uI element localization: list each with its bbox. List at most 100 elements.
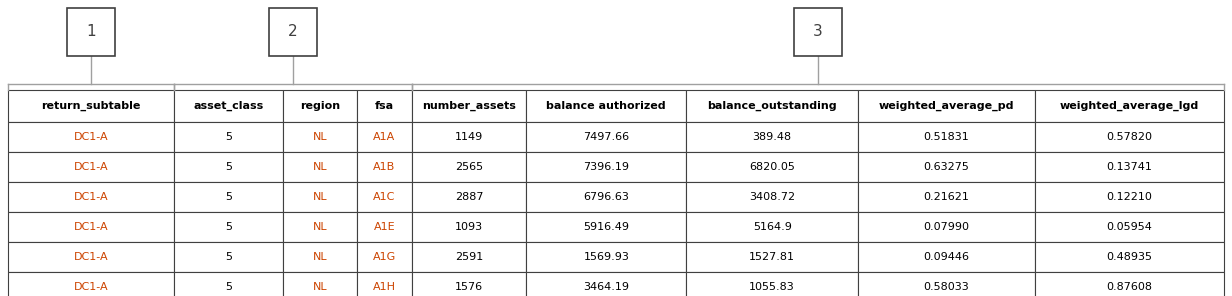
Text: 0.05954: 0.05954 <box>1106 222 1153 232</box>
Text: 2887: 2887 <box>455 192 483 202</box>
Bar <box>174 272 282 296</box>
Text: 5: 5 <box>224 252 232 262</box>
Bar <box>7 90 174 122</box>
Bar <box>357 242 411 272</box>
Bar <box>1035 90 1225 122</box>
Bar <box>282 152 357 182</box>
Bar <box>67 8 115 56</box>
Bar <box>411 242 526 272</box>
Text: 2591: 2591 <box>455 252 483 262</box>
Bar <box>857 272 1035 296</box>
Bar <box>526 122 686 152</box>
Bar <box>282 182 357 212</box>
Text: 5: 5 <box>224 132 232 142</box>
Bar <box>686 122 857 152</box>
Text: 0.07990: 0.07990 <box>924 222 970 232</box>
Bar <box>857 182 1035 212</box>
Text: DC1-A: DC1-A <box>74 132 108 142</box>
Bar <box>686 90 857 122</box>
Text: NL: NL <box>313 282 326 292</box>
Text: A1G: A1G <box>373 252 395 262</box>
Text: 7396.19: 7396.19 <box>583 162 630 172</box>
Text: 0.09446: 0.09446 <box>924 252 970 262</box>
Text: DC1-A: DC1-A <box>74 162 108 172</box>
Bar <box>411 182 526 212</box>
Text: 3: 3 <box>813 25 823 39</box>
Text: 6796.63: 6796.63 <box>583 192 630 202</box>
Text: 2565: 2565 <box>455 162 483 172</box>
Bar <box>1035 212 1225 242</box>
Text: NL: NL <box>313 132 326 142</box>
Text: DC1-A: DC1-A <box>74 252 108 262</box>
Text: A1A: A1A <box>373 132 395 142</box>
Text: 1055.83: 1055.83 <box>749 282 795 292</box>
Bar <box>526 152 686 182</box>
Text: balance authorized: balance authorized <box>547 101 667 111</box>
Text: 6820.05: 6820.05 <box>749 162 795 172</box>
Text: 0.13741: 0.13741 <box>1106 162 1153 172</box>
Bar <box>686 272 857 296</box>
Bar <box>411 212 526 242</box>
Text: A1B: A1B <box>373 162 395 172</box>
Text: 1569.93: 1569.93 <box>583 252 630 262</box>
Text: 1093: 1093 <box>455 222 483 232</box>
Text: weighted_average_pd: weighted_average_pd <box>878 101 1014 111</box>
Text: 5916.49: 5916.49 <box>583 222 630 232</box>
Bar <box>857 212 1035 242</box>
Bar <box>282 272 357 296</box>
Bar <box>282 122 357 152</box>
Bar <box>857 242 1035 272</box>
Text: DC1-A: DC1-A <box>74 192 108 202</box>
Bar <box>7 272 174 296</box>
Bar <box>7 122 174 152</box>
Text: NL: NL <box>313 192 326 202</box>
Bar <box>174 212 282 242</box>
Text: 0.87608: 0.87608 <box>1106 282 1153 292</box>
Bar <box>686 182 857 212</box>
Text: region: region <box>299 101 340 111</box>
Bar <box>174 90 282 122</box>
Bar <box>793 8 841 56</box>
Bar <box>282 212 357 242</box>
Text: 389.48: 389.48 <box>753 132 792 142</box>
Bar <box>1035 272 1225 296</box>
Text: 0.63275: 0.63275 <box>924 162 970 172</box>
Text: asset_class: asset_class <box>193 101 264 111</box>
Bar <box>357 122 411 152</box>
Text: 5: 5 <box>224 222 232 232</box>
Text: 7497.66: 7497.66 <box>583 132 630 142</box>
Text: NL: NL <box>313 222 326 232</box>
Bar <box>282 90 357 122</box>
Text: 0.12210: 0.12210 <box>1106 192 1153 202</box>
Bar <box>686 212 857 242</box>
Bar <box>7 212 174 242</box>
Bar <box>857 90 1035 122</box>
Bar <box>686 242 857 272</box>
Text: A1H: A1H <box>373 282 395 292</box>
Text: 0.58033: 0.58033 <box>924 282 970 292</box>
Text: 5164.9: 5164.9 <box>753 222 792 232</box>
Text: NL: NL <box>313 252 326 262</box>
Bar <box>686 152 857 182</box>
Text: 0.51831: 0.51831 <box>924 132 970 142</box>
Text: weighted_average_lgd: weighted_average_lgd <box>1060 101 1199 111</box>
Text: A1E: A1E <box>373 222 395 232</box>
Bar <box>526 90 686 122</box>
Text: 5: 5 <box>224 162 232 172</box>
Bar <box>411 122 526 152</box>
Bar <box>357 212 411 242</box>
Bar <box>7 182 174 212</box>
Bar <box>411 152 526 182</box>
Bar <box>174 242 282 272</box>
Text: fsa: fsa <box>375 101 394 111</box>
Text: 0.48935: 0.48935 <box>1106 252 1153 262</box>
Text: 1576: 1576 <box>455 282 483 292</box>
Bar <box>526 272 686 296</box>
Bar <box>357 182 411 212</box>
Bar <box>357 90 411 122</box>
Text: 1527.81: 1527.81 <box>749 252 795 262</box>
Bar <box>411 272 526 296</box>
Bar <box>1035 152 1225 182</box>
Bar <box>526 182 686 212</box>
Text: DC1-A: DC1-A <box>74 282 108 292</box>
